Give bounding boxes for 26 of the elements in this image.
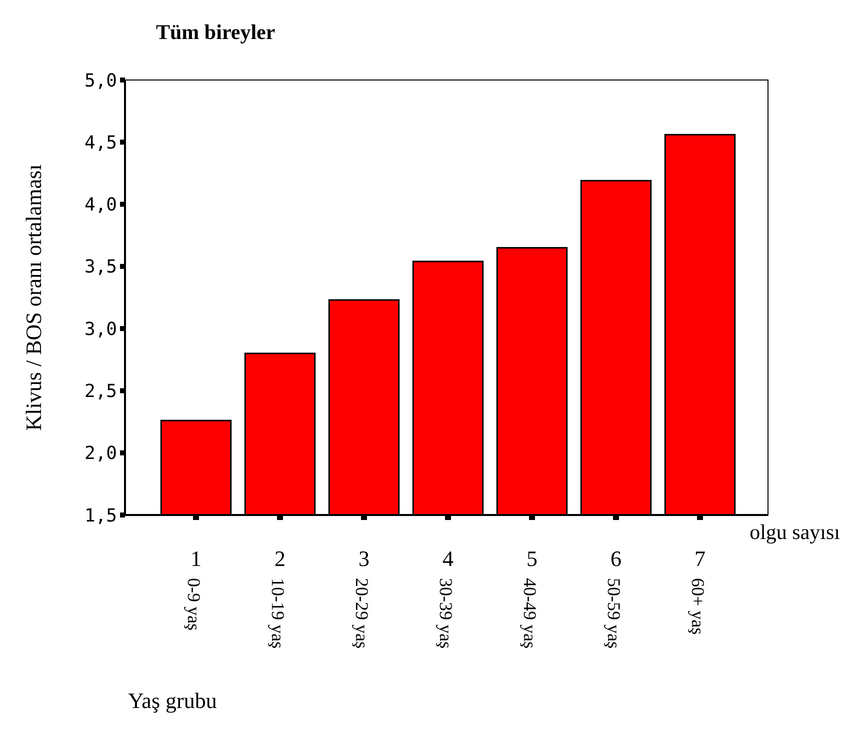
x-tick-label: 0-9 yaş [184,578,204,630]
text: 3 [358,546,370,571]
y-tick-label: 3,5 [84,256,117,278]
y-tick-label: 5,0 [84,70,117,92]
text: 4 [442,546,454,571]
x-tick-label: 10-19 yaş [268,578,288,648]
y-tick-label: 1,5 [84,505,117,526]
text: 6 [610,546,622,571]
text: 1 [190,546,202,571]
y-tick-label: 2,0 [84,443,117,464]
x-tick-label: 30-39 yaş [436,578,456,648]
y-tick-label: 4,0 [84,194,117,216]
text: 2 [274,546,286,571]
y-axis-title: Klivus / BOS oranı ortalaması [21,164,46,431]
x-tick-label: 60+ yaş [688,578,708,635]
text: 7 [694,546,706,571]
x-tick-label: 50-59 yaş [604,578,624,648]
text: olgu sayısı [750,520,840,544]
y-tick-label: 2,5 [84,381,117,402]
x-axis-title: Yaş grubu [128,688,217,713]
x-tick-label: 40-49 yaş [520,578,540,648]
chart-title: Tüm bireyler [156,20,276,44]
text: 5 [526,546,538,571]
y-tick-label: 3,0 [84,318,117,340]
x-tick-label: 20-29 yaş [352,578,372,648]
y-tick-label: 4,5 [84,132,117,154]
